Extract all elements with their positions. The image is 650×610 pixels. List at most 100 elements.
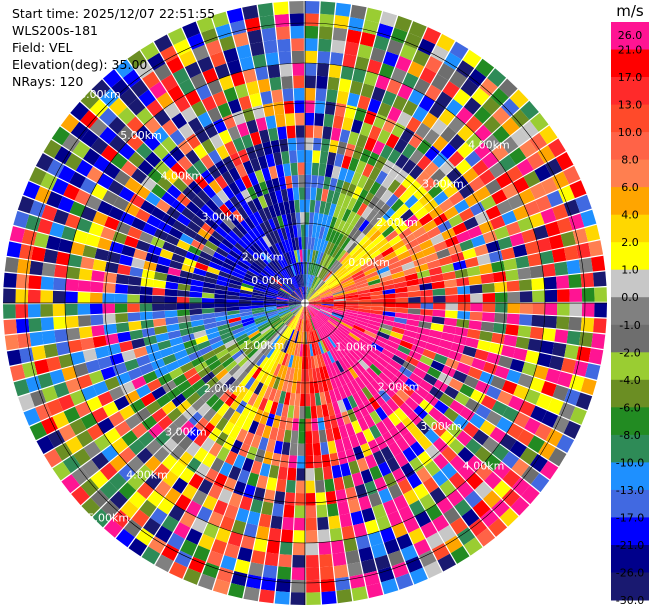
ppi-gate-cell <box>91 325 105 337</box>
ppi-gate-cell <box>99 126 117 145</box>
ppi-gate-cell <box>419 355 434 367</box>
ppi-gate-cell <box>77 374 93 389</box>
ppi-gate-cell <box>289 150 298 164</box>
ppi-gate-cell <box>288 301 301 303</box>
ppi-gate-cell <box>54 146 72 165</box>
ppi-gate-cell <box>350 4 367 20</box>
ppi-gate-cell <box>266 313 279 320</box>
ppi-gate-cell <box>297 150 305 163</box>
ppi-gate-cell <box>305 306 309 320</box>
ppi-gate-cell <box>220 266 234 275</box>
ppi-gate-cell <box>128 321 142 331</box>
ppi-gate-cell <box>305 236 309 250</box>
ppi-gate-cell <box>90 489 109 508</box>
ppi-gate-cell <box>228 317 242 324</box>
ppi-gate-cell <box>47 159 65 178</box>
ppi-gate-cell <box>145 400 162 415</box>
ppi-gate-cell <box>563 199 580 217</box>
ppi-gate-cell <box>431 543 450 561</box>
ppi-gate-cell <box>6 349 22 366</box>
ppi-gate-cell <box>344 311 358 317</box>
ppi-gate-cell <box>294 100 305 113</box>
ppi-gate-cell <box>437 175 453 191</box>
ppi-gate-cell <box>255 369 266 382</box>
ppi-gate-cell <box>539 340 555 355</box>
ppi-gate-cell <box>249 332 262 342</box>
ppi-gate-cell <box>419 493 436 511</box>
ppi-gate-cell <box>358 495 372 511</box>
ppi-gate-cell <box>208 484 223 500</box>
ppi-gate-cell <box>228 283 242 290</box>
ppi-gate-cell <box>91 270 105 282</box>
ppi-gate-cell <box>223 217 236 230</box>
ppi-gate-cell <box>292 330 298 343</box>
ppi-gate-cell <box>425 84 442 102</box>
ppi-gate-cell <box>273 152 283 166</box>
ppi-gate-cell <box>296 288 303 300</box>
ppi-gate-cell <box>305 480 315 494</box>
ppi-gate-cell <box>268 388 277 402</box>
ppi-gate-cell <box>139 362 154 376</box>
ppi-gate-cell <box>491 499 510 518</box>
ppi-gate-cell <box>383 344 398 355</box>
ppi-gate-cell <box>224 257 237 268</box>
ppi-gate-cell <box>360 83 375 99</box>
ppi-gate-cell <box>479 78 498 97</box>
ppi-gate-cell <box>287 238 294 252</box>
ppi-gate-cell <box>429 487 446 504</box>
ppi-gate-cell <box>278 291 290 298</box>
ppi-gate-cell <box>308 303 322 307</box>
colorbar-tick-label: 21.0 <box>618 44 643 57</box>
ppi-gate-cell <box>295 112 305 126</box>
ppi-gate-cell <box>424 428 440 444</box>
ppi-gate-cell <box>197 56 214 73</box>
ppi-gate-cell <box>290 277 298 289</box>
ppi-gate-cell <box>305 286 310 300</box>
ppi-gate-cell <box>310 393 316 407</box>
ppi-gate-cell <box>423 198 439 213</box>
ppi-gate-cell <box>112 509 131 528</box>
ppi-gate-cell <box>164 487 182 505</box>
ppi-gate-cell <box>115 274 130 285</box>
ppi-gate-cell <box>344 41 359 56</box>
ppi-gate-cell <box>415 170 431 186</box>
ppi-gate-cell <box>527 253 542 267</box>
ppi-gate-cell <box>496 416 513 433</box>
ppi-gate-cell <box>325 377 334 391</box>
ppi-gate-cell <box>331 540 345 554</box>
ppi-gate-cell <box>352 145 364 160</box>
ppi-gate-cell <box>178 451 194 467</box>
ppi-gate-cell <box>388 261 402 271</box>
ppi-gate-cell <box>312 430 320 444</box>
ppi-gate-cell <box>215 175 228 190</box>
ppi-gate-cell <box>428 266 443 276</box>
ppi-gate-cell <box>220 515 235 532</box>
ppi-gate-cell <box>276 337 285 350</box>
ppi-gate-cell <box>362 370 375 383</box>
ppi-gate-cell <box>277 308 290 314</box>
ppi-gate-cell <box>352 68 367 83</box>
ppi-gate-cell <box>394 452 409 468</box>
ppi-gate-cell <box>490 375 506 390</box>
ppi-gate-cell <box>94 248 109 261</box>
ppi-gate-cell <box>444 535 463 554</box>
ppi-gate-cell <box>501 345 516 358</box>
ppi-gate-cell <box>53 382 70 398</box>
ppi-gate-cell <box>335 576 351 591</box>
ppi-gate-cell <box>305 162 312 175</box>
ppi-gate-cell <box>312 277 320 289</box>
ppi-gate-cell <box>379 323 393 331</box>
ppi-gate-cell <box>232 209 244 223</box>
ppi-gate-cell <box>81 385 98 401</box>
ppi-gate-cell <box>135 208 151 223</box>
ppi-gate-cell <box>311 317 319 330</box>
ppi-gate-cell <box>355 483 368 499</box>
ppi-gate-cell <box>296 288 304 300</box>
ppi-gate-cell <box>89 303 103 315</box>
ppi-gate-cell <box>97 237 112 251</box>
ppi-gate-cell <box>266 438 276 453</box>
ppi-gate-cell <box>181 483 198 500</box>
ppi-gate-cell <box>576 346 591 362</box>
ppi-gate-cell <box>273 229 282 243</box>
ppi-gate-cell <box>80 177 97 195</box>
